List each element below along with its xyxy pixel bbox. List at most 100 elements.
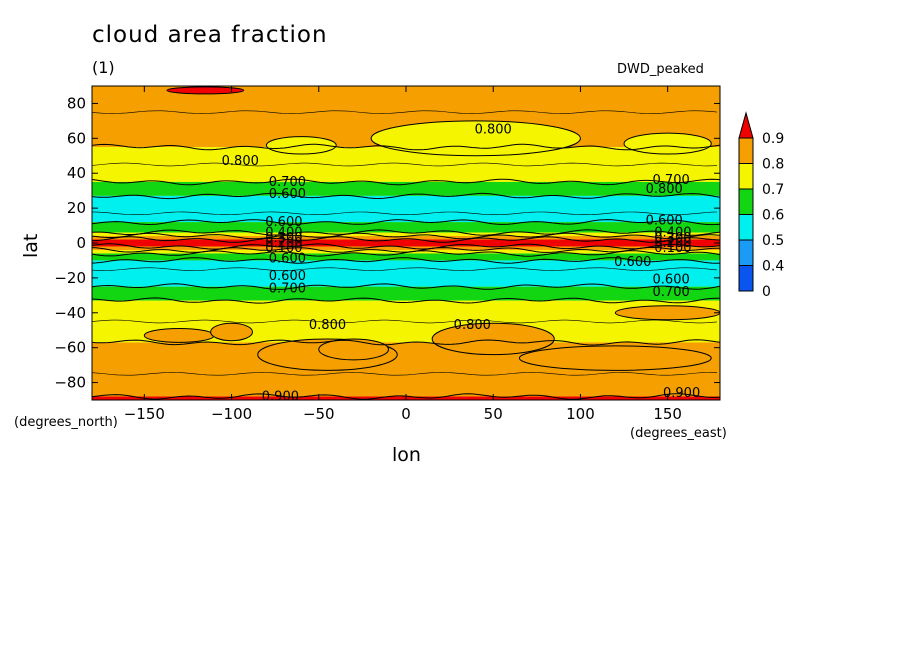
thin-contour-1	[92, 162, 718, 167]
patch-1	[370, 120, 581, 157]
y-tick-label-1: 60	[67, 129, 86, 147]
patch-8	[518, 345, 712, 371]
x-tick-label-4: 50	[484, 405, 503, 423]
colorbar-swatch-1	[738, 137, 754, 164]
contour-label-0: 0.800	[475, 123, 512, 138]
patch-9	[318, 338, 390, 361]
contour-line-6	[92, 232, 720, 240]
colorbar-swatch-6	[738, 265, 754, 292]
contour-label-2: 0.700	[269, 175, 306, 190]
x-tick-label-2: −50	[303, 405, 335, 423]
colorbar-label-6: 0	[762, 284, 771, 300]
contour-labels: 0.8000.8000.7000.6000.6000.7000.8000.600…	[222, 123, 701, 405]
contour-label-6: 0.800	[646, 182, 683, 197]
colorbar-swatch-5	[738, 239, 754, 266]
patch-7	[431, 322, 555, 356]
y-tick-label-5: −20	[54, 269, 86, 287]
thin-contour-4	[92, 319, 718, 324]
contour-label-24: 0.900	[262, 390, 299, 405]
contour-label-15: 0.100	[654, 241, 691, 256]
colorbar-swatch-2	[738, 163, 754, 190]
axes: −150 −100 −50 0 50 100 150 80 60 40 20 0 −20 −40 −60 −8…	[54, 86, 720, 423]
band-12	[92, 286, 720, 301]
chart-title: cloud area fraction	[92, 22, 328, 48]
contour-label-8: 0.400	[265, 226, 302, 241]
x-tick-label-1: −100	[211, 405, 252, 423]
contour-line-2	[92, 178, 720, 186]
contour-line-11	[92, 257, 720, 264]
colorbar-label-4: 0.5	[762, 233, 784, 249]
x-tick-label-3: 0	[401, 405, 411, 423]
contour-lines	[92, 110, 720, 400]
thin-contour-0	[92, 110, 718, 114]
contour-label-21: 0.700	[653, 285, 690, 300]
colorbar: 0.9 0.8 0.7 0.6 0.5 0.4 0	[738, 111, 784, 300]
patch-10	[614, 305, 720, 321]
contour-line-8	[92, 243, 720, 250]
colorbar-swatch-3	[738, 188, 754, 215]
band-1	[92, 147, 720, 182]
patch-0	[166, 86, 245, 95]
x-axis-label: lon	[392, 444, 421, 466]
contour-label-9: 0.300	[265, 231, 302, 246]
band-5	[92, 232, 720, 237]
band-10	[92, 253, 720, 261]
thin-contour-5	[92, 372, 718, 376]
patch-4	[143, 327, 215, 343]
x-tick-label-5: 100	[566, 405, 595, 423]
band-4	[92, 222, 720, 233]
y-tick-label-0: 80	[67, 94, 86, 112]
band-11	[92, 260, 720, 287]
colorbar-label-5: 0.4	[762, 259, 784, 275]
contour-line-13	[92, 297, 720, 304]
colorbar-swatch-4	[738, 214, 754, 241]
patch-5	[210, 322, 253, 342]
band-3	[92, 195, 720, 223]
contour-line-5	[92, 229, 720, 236]
contour-label-18: 0.600	[269, 269, 306, 284]
contour-line-4	[92, 219, 720, 226]
contour-line-7	[92, 236, 720, 243]
contour-label-7: 0.600	[646, 213, 683, 228]
thin-contour-2	[92, 211, 718, 215]
y-tick-label-8: −80	[54, 374, 86, 392]
colorbar-label-1: 0.8	[762, 157, 784, 173]
contour-line-3	[92, 192, 720, 200]
band-2	[92, 181, 720, 196]
y-axis-units: (degrees_north)	[14, 415, 118, 430]
contour-line-1	[92, 143, 720, 151]
contour-label-25: 0.900	[663, 386, 700, 401]
y-tick-label-2: 40	[67, 164, 86, 182]
colorbar-label-2: 0.7	[762, 182, 784, 198]
contour-label-19: 0.600	[653, 273, 690, 288]
y-tick-label-4: 0	[76, 234, 86, 252]
x-tick-label-6: 150	[653, 405, 682, 423]
x-tick-label-0: −150	[124, 405, 165, 423]
contour-label-5: 0.700	[653, 173, 690, 188]
colorbar-label-0: 0.9	[762, 131, 784, 147]
contour-line-14	[92, 339, 720, 346]
x-axis-units: (degrees_east)	[630, 426, 727, 441]
patch-3	[623, 132, 712, 155]
contour-label-17: 0.600	[614, 255, 651, 270]
contour-label-16: 0.600	[269, 252, 306, 267]
colorbar-arrow	[738, 111, 754, 139]
colorbar-label-3: 0.6	[762, 208, 784, 224]
contour-label-22: 0.800	[309, 318, 346, 333]
contour-line-10	[92, 250, 720, 257]
filled-patches	[143, 86, 720, 371]
contour-label-12: 0.400	[654, 226, 691, 241]
contour-label-1: 0.800	[222, 154, 259, 169]
contour-label-20: 0.700	[269, 281, 306, 296]
run-label: DWD_peaked	[617, 62, 704, 77]
contour-label-14: 0.200	[654, 236, 691, 251]
contour-line-12	[92, 283, 720, 290]
contour-label-13: 0.300	[654, 231, 691, 246]
thin-contour-3	[92, 267, 718, 271]
contour-label-11: 0.100	[265, 241, 302, 256]
contour-label-3: 0.600	[269, 187, 306, 202]
contour-label-23: 0.800	[454, 318, 491, 333]
y-tick-label-6: −40	[54, 304, 86, 322]
band-8	[92, 246, 720, 250]
